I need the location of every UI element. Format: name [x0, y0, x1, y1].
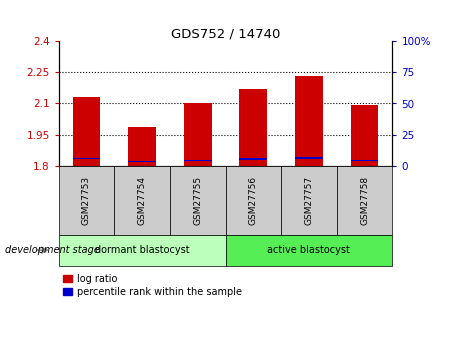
Text: GSM27757: GSM27757: [304, 176, 313, 225]
Bar: [184, 104, 212, 166]
Bar: [295, 76, 323, 166]
Text: GSM27756: GSM27756: [249, 176, 258, 225]
Text: GSM27754: GSM27754: [138, 176, 147, 225]
Bar: [73, 97, 100, 166]
Bar: [337, 166, 392, 235]
Bar: [128, 127, 156, 166]
Bar: [239, 89, 267, 166]
Bar: [226, 166, 281, 235]
Bar: [73, 158, 100, 159]
Bar: [281, 166, 337, 235]
Text: GSM27758: GSM27758: [360, 176, 369, 225]
Bar: [59, 166, 114, 235]
Text: GSM27755: GSM27755: [193, 176, 202, 225]
Bar: [351, 160, 378, 161]
Title: GDS752 / 14740: GDS752 / 14740: [171, 27, 280, 40]
Bar: [351, 105, 378, 166]
Bar: [295, 157, 323, 159]
Bar: [114, 166, 170, 235]
Text: dormant blastocyst: dormant blastocyst: [95, 245, 189, 255]
Bar: [59, 235, 226, 266]
Bar: [128, 161, 156, 162]
Bar: [226, 235, 392, 266]
Bar: [184, 160, 212, 161]
Text: development stage: development stage: [5, 245, 99, 255]
Legend: log ratio, percentile rank within the sample: log ratio, percentile rank within the sa…: [64, 274, 242, 297]
Bar: [239, 158, 267, 160]
Text: GSM27753: GSM27753: [82, 176, 91, 225]
Text: active blastocyst: active blastocyst: [267, 245, 350, 255]
Bar: [170, 166, 226, 235]
